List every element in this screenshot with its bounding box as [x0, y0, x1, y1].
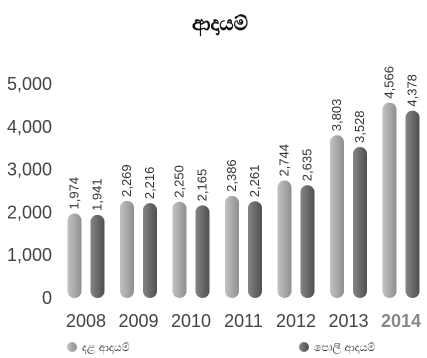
data-label: 1,941: [90, 178, 105, 211]
data-label: 4,378: [405, 74, 420, 107]
bars: [67, 102, 420, 299]
bar-gross-revenue: [172, 201, 187, 298]
y-tick-label: 3,000: [7, 160, 52, 180]
bar-gross-revenue: [67, 213, 82, 298]
bar-interest-revenue: [143, 203, 157, 298]
bar-interest-revenue: [353, 147, 367, 298]
bar-interest-revenue: [248, 201, 262, 298]
bar-interest-revenue: [195, 205, 210, 298]
x-tick-label: 2012: [276, 311, 316, 331]
data-label: 2,261: [247, 165, 262, 198]
legend-label-gross-revenue: දළ ආදායම්: [82, 341, 130, 355]
data-label: 2,269: [119, 164, 134, 197]
bar-gross-revenue: [382, 102, 397, 299]
x-tick-label: 2011: [224, 311, 263, 331]
x-tick-label: 2009: [118, 311, 158, 331]
y-tick-label: 5,000: [7, 74, 52, 94]
data-label: 3,528: [352, 110, 367, 143]
x-tick-label: 2014: [381, 311, 421, 331]
data-label: 2,165: [195, 169, 210, 202]
legend: දළ ආදායම් පොලී ආදායම්: [67, 341, 375, 355]
data-label: 1,974: [67, 177, 82, 210]
x-tick-label: 2010: [171, 311, 211, 331]
y-axis: 0 1,000 2,000 3,000 4,000 5,000: [7, 74, 52, 308]
y-tick-label: 0: [42, 288, 52, 308]
legend-marker-interest-revenue: [299, 342, 309, 352]
y-tick-label: 4,000: [7, 117, 52, 137]
bar-gross-revenue: [120, 200, 134, 298]
data-labels: 1,974 1,941 2,269 2,216 2,250 2,165 2,386 2,261…: [67, 66, 420, 211]
data-label: 2,744: [277, 144, 292, 177]
x-tick-label: 2008: [66, 311, 106, 331]
data-label: 2,250: [172, 165, 187, 198]
y-tick-label: 1,000: [7, 245, 52, 265]
bar-interest-revenue: [405, 110, 420, 298]
legend-marker-gross-revenue: [67, 342, 77, 352]
bar-interest-revenue: [300, 185, 315, 298]
bar-gross-revenue: [330, 135, 344, 298]
data-label: 4,566: [382, 66, 397, 99]
legend-label-interest-revenue: පොලී ආදායම්: [314, 341, 375, 355]
x-axis: 2008 2009 2010 2011 2012 2013 2014: [66, 311, 421, 331]
x-tick-label: 2013: [328, 311, 368, 331]
data-label: 2,216: [142, 167, 157, 200]
chart-title: ආදායම්: [192, 11, 248, 37]
y-tick-label: 2,000: [7, 202, 52, 222]
bar-gross-revenue: [277, 180, 292, 298]
data-label: 2,386: [224, 159, 239, 192]
bar-gross-revenue: [225, 195, 239, 298]
data-label: 3,803: [329, 99, 344, 132]
bar-interest-revenue: [90, 214, 105, 298]
data-label: 2,635: [300, 149, 315, 182]
